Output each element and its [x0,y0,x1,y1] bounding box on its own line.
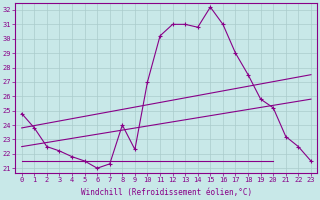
X-axis label: Windchill (Refroidissement éolien,°C): Windchill (Refroidissement éolien,°C) [81,188,252,197]
